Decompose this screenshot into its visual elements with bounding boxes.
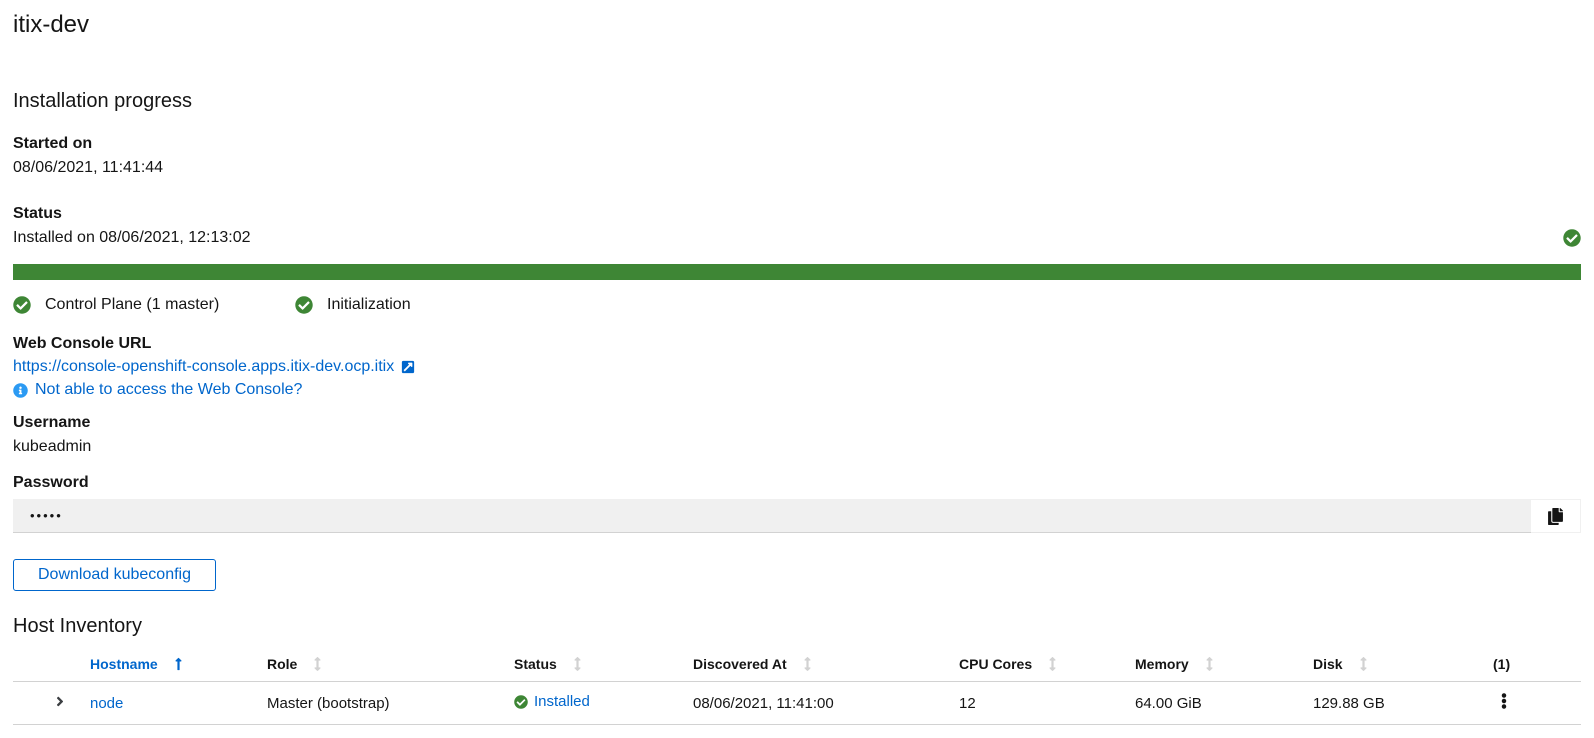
memory-cell: 64.00 GiB	[1135, 681, 1313, 725]
table-header-row: Hostname Role	[13, 647, 1581, 682]
download-kubeconfig-button[interactable]: Download kubeconfig	[13, 559, 216, 591]
started-on-value: 08/06/2021, 11:41:44	[13, 159, 164, 176]
column-label: Memory	[1135, 656, 1189, 672]
external-link-icon[interactable]	[401, 360, 415, 374]
column-header-memory[interactable]: Memory	[1135, 647, 1313, 682]
progress-steps: Control Plane (1 master) Initialization	[13, 296, 1581, 314]
column-label: Role	[267, 656, 298, 672]
column-header-hostname[interactable]: Hostname	[90, 647, 267, 682]
progress-step-label: Initialization	[327, 296, 411, 313]
started-on-label: Started on	[13, 135, 93, 152]
installation-progress-bar	[13, 264, 1581, 280]
host-count-header[interactable]: (1)	[1493, 647, 1581, 682]
password-label: Password	[13, 474, 89, 491]
progress-step-initialization: Initialization	[295, 296, 411, 314]
progress-step-control-plane: Control Plane (1 master)	[13, 296, 295, 314]
column-header-discovered-at[interactable]: Discovered At	[693, 647, 959, 682]
sort-icon	[313, 657, 322, 671]
password-clipboard-group: •••••	[13, 499, 1581, 533]
web-console-url-label: Web Console URL	[13, 335, 152, 352]
chevron-right-icon	[55, 694, 65, 709]
kebab-icon	[1501, 693, 1507, 709]
sort-icon	[1048, 657, 1057, 671]
host-inventory-heading: Host Inventory	[13, 615, 142, 637]
status-success-icon	[1563, 229, 1581, 247]
page-title: itix-dev	[13, 11, 90, 38]
column-label: Hostname	[90, 656, 158, 672]
column-header-status[interactable]: Status	[514, 647, 693, 682]
column-label: CPU Cores	[959, 656, 1033, 672]
copy-password-button[interactable]	[1531, 499, 1581, 533]
progress-bar-fill	[13, 264, 1581, 280]
table-row: node Master (bootstrap) Installed 08/06/…	[13, 681, 1581, 725]
check-circle-icon	[295, 296, 313, 314]
username-value: kubeadmin	[13, 438, 92, 455]
copy-icon	[1547, 508, 1564, 525]
password-field[interactable]: •••••	[13, 499, 1531, 533]
web-console-url-link[interactable]: https://console-openshift-console.apps.i…	[13, 358, 395, 375]
info-circle-icon	[13, 383, 28, 398]
column-header-role[interactable]: Role	[267, 647, 514, 682]
check-circle-icon	[514, 695, 528, 709]
column-header-disk[interactable]: Disk	[1313, 647, 1493, 682]
check-circle-icon	[13, 296, 31, 314]
expand-column-header	[13, 647, 90, 682]
host-inventory-table: Hostname Role	[13, 647, 1581, 725]
column-header-cpu-cores[interactable]: CPU Cores	[959, 647, 1135, 682]
username-label: Username	[13, 414, 91, 431]
status-value: Installed on 08/06/2021, 12:13:02	[13, 229, 251, 246]
sort-ascending-icon	[174, 657, 183, 671]
row-actions-kebab-button[interactable]	[1493, 693, 1515, 709]
troubleshoot-web-console-link[interactable]: Not able to access the Web Console?	[35, 381, 303, 398]
installation-progress-heading: Installation progress	[13, 90, 192, 112]
hostname-link[interactable]: node	[90, 694, 124, 712]
status-line: Installed on 08/06/2021, 12:13:02	[13, 228, 1581, 248]
discovered-at-cell: 08/06/2021, 11:41:00	[693, 681, 959, 725]
sort-icon	[1205, 657, 1214, 671]
column-label: Status	[514, 656, 557, 672]
cpu-cores-cell: 12	[959, 681, 1135, 725]
column-label: Discovered At	[693, 656, 787, 672]
status-label: Status	[13, 205, 62, 222]
column-label: Disk	[1313, 656, 1343, 672]
sort-icon	[573, 657, 582, 671]
row-expand-toggle[interactable]	[55, 694, 65, 709]
sort-icon	[1359, 657, 1368, 671]
sort-icon	[803, 657, 812, 671]
host-status-link[interactable]: Installed	[534, 693, 590, 711]
progress-step-label: Control Plane (1 master)	[45, 296, 220, 313]
role-cell: Master (bootstrap)	[267, 681, 514, 725]
status-cell: Installed	[514, 693, 590, 710]
disk-cell: 129.88 GB	[1313, 681, 1493, 725]
